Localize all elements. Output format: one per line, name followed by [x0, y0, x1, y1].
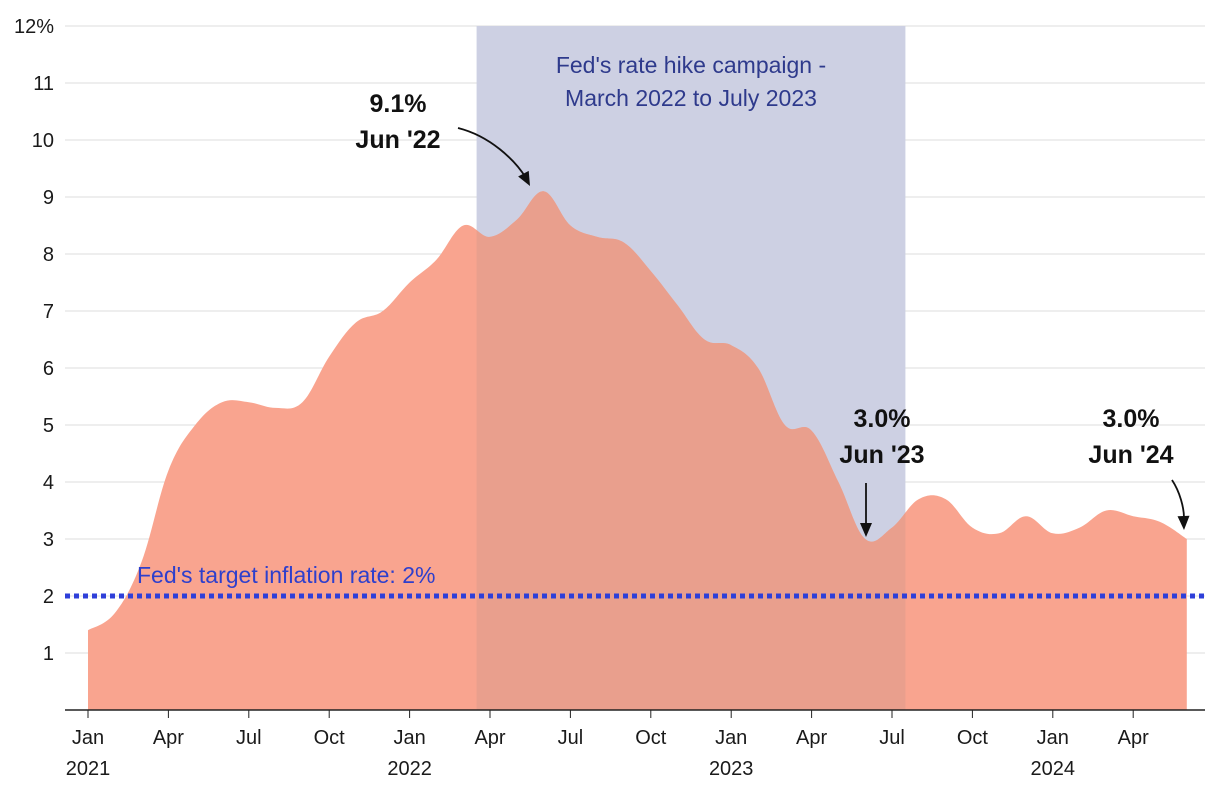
y-tick-label: 1 — [43, 643, 54, 665]
y-tick-label: 4 — [43, 472, 54, 494]
annotation-jun24-arrow — [1171, 479, 1185, 519]
annotation-jun23-value: 3.0% — [854, 405, 911, 433]
y-tick-label: 6 — [43, 358, 54, 380]
y-tick-label: 8 — [43, 244, 54, 266]
annotation-jun23-arrowhead — [860, 523, 872, 537]
y-tick-label: 11 — [33, 73, 54, 95]
y-tick-label: 9 — [43, 187, 54, 209]
x-tick-label: Jul — [558, 727, 584, 749]
band-label-line1: Fed's rate hike campaign - — [556, 52, 826, 78]
x-tick-label: Jan — [715, 727, 747, 749]
inflation-area-band-overlap — [476, 191, 906, 710]
target-rate-label: Fed's target inflation rate: 2% — [137, 562, 435, 588]
y-tick-label: 7 — [43, 301, 54, 323]
x-tick-label: Jul — [236, 727, 262, 749]
annotation-peak-arrow — [457, 127, 527, 179]
x-tick-label: Apr — [796, 727, 827, 749]
annotation-jun24-arrowhead — [1177, 515, 1190, 530]
y-tick-label: 5 — [43, 415, 54, 437]
y-axis-ticks: 1 2 3 4 5 6 7 8 9 10 11 12% — [14, 16, 54, 665]
band-label-line2: March 2022 to July 2023 — [565, 85, 817, 111]
annotation-jun23-date: Jun '23 — [839, 441, 924, 469]
y-tick-label: 3 — [43, 529, 54, 551]
annotation-peak-value: 9.1% — [370, 90, 427, 118]
x-tick-label: Apr — [153, 727, 184, 749]
x-tick-year: 2024 — [1031, 758, 1076, 780]
annotation-jun24-value: 3.0% — [1103, 405, 1160, 433]
annotation-peak-arrowhead — [518, 170, 530, 186]
y-tick-label: 10 — [32, 130, 54, 152]
x-axis-ticks: Jan 2021 Apr Jul Oct Jan 2022 Apr Jul Oct Jan 2023 A… — [66, 710, 1149, 780]
x-tick-label: Jan — [1037, 727, 1069, 749]
x-tick-label: Oct — [314, 727, 346, 749]
annotation-peak-date: Jun '22 — [355, 126, 440, 154]
annotations: 9.1% Jun '22 3.0% Jun '23 3.0% Jun '24 — [355, 90, 1190, 537]
annotation-jun24-date: Jun '24 — [1088, 441, 1173, 469]
x-tick-label: Oct — [635, 727, 667, 749]
x-tick-label: Apr — [1118, 727, 1149, 749]
x-tick-label: Jan — [72, 727, 104, 749]
x-tick-label: Oct — [957, 727, 989, 749]
y-tick-label: 2 — [43, 586, 54, 608]
x-tick-year: 2022 — [387, 758, 432, 780]
x-tick-label: Apr — [474, 727, 505, 749]
x-tick-label: Jul — [879, 727, 905, 749]
x-tick-year: 2023 — [709, 758, 754, 780]
x-tick-label: Jan — [393, 727, 425, 749]
x-tick-year: 2021 — [66, 758, 111, 780]
y-tick-label: 12% — [14, 16, 54, 38]
